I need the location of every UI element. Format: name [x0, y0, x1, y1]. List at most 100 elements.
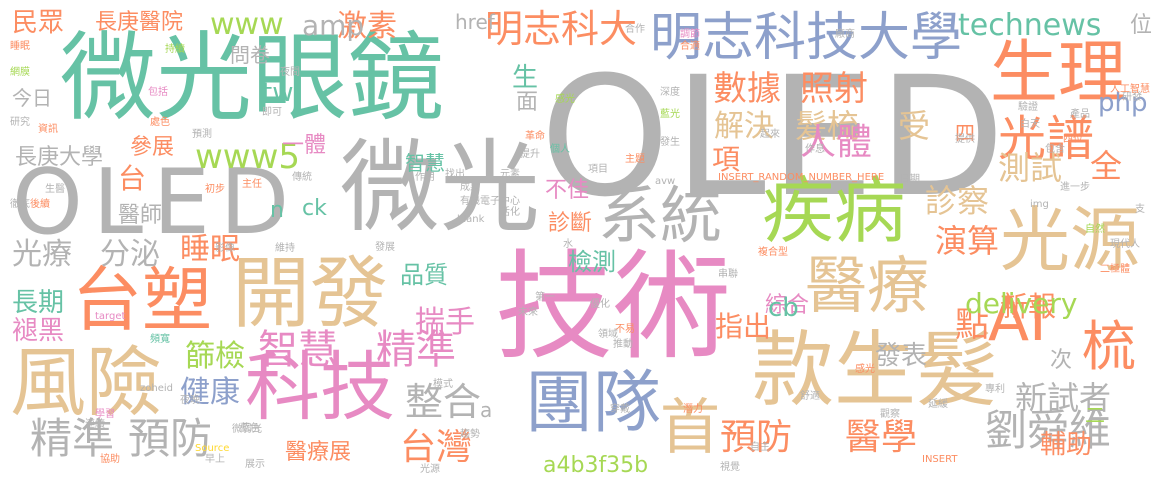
- cloud-word: 藍色: [240, 423, 260, 434]
- cloud-word: 驗證: [1018, 102, 1038, 113]
- cloud-word: 明志科大: [485, 7, 638, 51]
- cloud-word: 台塑: [72, 259, 212, 341]
- cloud-word: 傳統: [292, 172, 312, 183]
- cloud-word: 長庚醫院: [95, 10, 184, 35]
- cloud-word: 光療: [12, 237, 72, 272]
- cloud-word: 發展: [375, 242, 395, 253]
- cloud-word: 早上: [205, 454, 225, 465]
- cloud-word: 睡眠: [180, 232, 240, 267]
- cloud-word: 風險: [10, 338, 162, 427]
- cloud-word: 演算: [935, 222, 1000, 260]
- cloud-word: 精準: [30, 414, 115, 463]
- cloud-word: 生: [512, 63, 539, 93]
- cloud-word: 首: [660, 393, 720, 463]
- cloud-word: 包括: [148, 87, 168, 98]
- cloud-word: 連續: [85, 419, 105, 430]
- cloud-word: 展示: [245, 459, 265, 470]
- cloud-word: 光譜: [998, 111, 1095, 167]
- cloud-word: OLED: [540, 41, 1010, 233]
- cloud-word: 主題: [625, 154, 645, 165]
- cloud-word: 協助: [100, 454, 120, 465]
- cloud-word: 診斷: [548, 211, 593, 236]
- cloud-word: 支: [1135, 204, 1145, 215]
- cloud-word: 睡眠: [10, 41, 30, 52]
- cloud-word: 智慧: [258, 327, 338, 373]
- cloud-word: 持續: [165, 44, 185, 55]
- cloud-word: 新試者: [1015, 379, 1112, 417]
- cloud-word: 活化: [500, 207, 520, 218]
- cloud-word: OLED: [12, 150, 300, 255]
- cloud-word: href: [455, 10, 495, 34]
- cloud-word: 推動: [613, 339, 633, 350]
- cloud-word: 指出: [715, 310, 772, 343]
- cloud-word: 個人: [550, 144, 570, 155]
- cloud-word: 受: [898, 107, 931, 145]
- cloud-word: 綜合: [765, 293, 810, 318]
- cloud-word: 測試: [998, 149, 1063, 187]
- cloud-word: 夜晚: [180, 395, 200, 406]
- cloud-word: 革命: [525, 131, 545, 142]
- cloud-word: 智慧: [405, 151, 445, 175]
- cloud-word: 生理: [990, 34, 1127, 113]
- cloud-word: avw: [655, 176, 676, 187]
- cloud-word: 分泌: [100, 237, 160, 272]
- cloud-word: Source: [195, 443, 230, 454]
- cloud-word: 技術: [495, 238, 732, 376]
- cloud-word: 微光眼鏡: [60, 22, 444, 134]
- cloud-word: 診察: [925, 182, 990, 220]
- cloud-word: 自然: [1085, 224, 1105, 235]
- cloud-word: 光源: [1000, 199, 1140, 281]
- cloud-word: 初步: [205, 184, 225, 195]
- cloud-word: 人工智慧: [1110, 84, 1150, 95]
- cloud-word: 位: [1130, 13, 1153, 38]
- cloud-word: 民眾: [12, 8, 65, 38]
- cloud-word: 揣手: [415, 305, 475, 340]
- cloud-word: 明志科技大學: [650, 8, 963, 68]
- cloud-word: 網膜: [10, 67, 30, 78]
- cloud-word: 褪黑: [12, 316, 65, 346]
- cloud-word: 合適: [680, 41, 700, 52]
- cloud-word: 優化: [590, 299, 610, 310]
- cloud-word: 劉舜維: [985, 406, 1112, 455]
- cloud-word: 模式: [433, 379, 453, 390]
- cloud-word: 整合: [405, 380, 482, 424]
- cloud-word: 四位: [1063, 134, 1083, 145]
- cloud-word: 未來: [518, 307, 538, 318]
- cloud-word: 團隊: [525, 364, 662, 443]
- cloud-word: 提供: [955, 134, 975, 145]
- cloud-word: INSERT: [922, 454, 958, 465]
- cloud-word: php: [1098, 88, 1148, 118]
- cloud-word: 微弱光: [232, 424, 262, 435]
- cloud-word: 維持: [275, 243, 295, 254]
- cloud-word: INSERT_RANDOM_NUMBER_HERE: [718, 172, 885, 183]
- cloud-word: 即可: [262, 107, 282, 118]
- cloud-word: 水: [563, 239, 573, 250]
- cloud-word: www5: [195, 137, 301, 177]
- cloud-word: 進一步: [1060, 182, 1090, 193]
- cloud-word: 學習: [95, 409, 115, 420]
- cloud-word: 一體: [282, 133, 327, 158]
- cloud-word: 主任: [242, 179, 262, 190]
- cloud-word: 數據: [713, 69, 781, 109]
- cloud-word: 趨勢: [460, 429, 480, 440]
- cloud-word: 髮梳: [795, 107, 860, 145]
- cloud-word: 舒適: [800, 391, 820, 402]
- cloud-word: 輔助: [1040, 430, 1093, 460]
- cloud-word: ck: [302, 196, 327, 221]
- cloud-word: 篩檢: [185, 339, 245, 374]
- cloud-word: 健康: [180, 375, 240, 410]
- cloud-word: 深度: [660, 87, 680, 98]
- cloud-word: 白天: [1020, 119, 1040, 130]
- cloud-word: target: [95, 311, 126, 322]
- cloud-word: 頻寬: [150, 334, 170, 345]
- cloud-word: 包含: [1045, 144, 1065, 155]
- cloud-word: 醫學: [845, 417, 918, 458]
- cloud-word: 發生: [660, 137, 680, 148]
- cloud-word: 參展: [130, 135, 175, 160]
- cloud-word: 微光: [340, 129, 540, 246]
- cloud-word: 新報: [1000, 290, 1057, 323]
- cloud-word: tw: [262, 78, 294, 108]
- cloud-word: 有機電子中心: [460, 196, 520, 207]
- cloud-word: 複合型: [758, 247, 788, 258]
